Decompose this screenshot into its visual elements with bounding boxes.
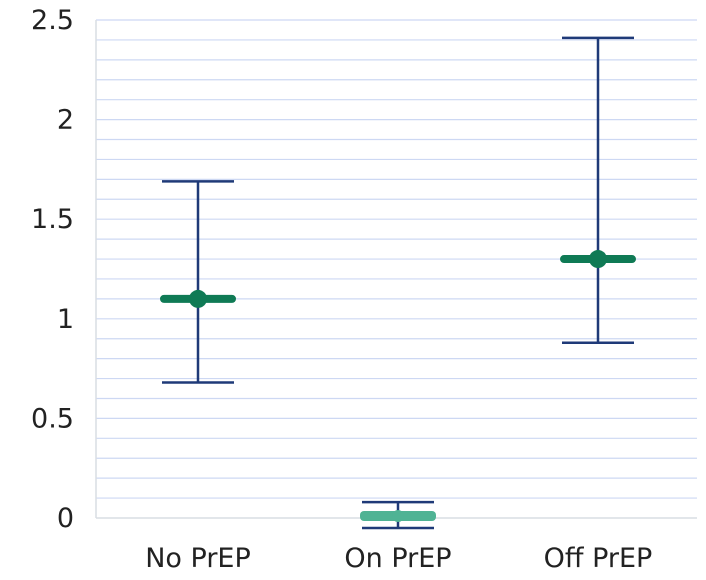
y-tick-label: 1.5 (31, 204, 74, 235)
y-tick-label: 0.5 (31, 403, 74, 434)
series-points (160, 36, 636, 530)
y-tick-label: 2.5 (31, 5, 74, 36)
estimate-point (392, 510, 404, 523)
x-tick-labels: No PrEP On PrEP Off PrEP (145, 543, 652, 574)
point-group (160, 180, 236, 384)
y-tick-label: 0 (57, 503, 74, 534)
y-tick-label: 2 (57, 105, 74, 136)
point-group (360, 500, 436, 530)
y-tick-labels: 0 0.5 1 1.5 2 2.5 (31, 5, 74, 534)
axes (95, 20, 697, 519)
estimate-point (589, 250, 607, 269)
estimate-point (189, 289, 207, 308)
x-tick-label: Off PrEP (544, 543, 653, 574)
y-tick-label: 1 (57, 304, 74, 335)
x-tick-label: On PrEP (344, 543, 451, 574)
point-group (560, 36, 636, 344)
x-tick-label: No PrEP (145, 543, 251, 574)
